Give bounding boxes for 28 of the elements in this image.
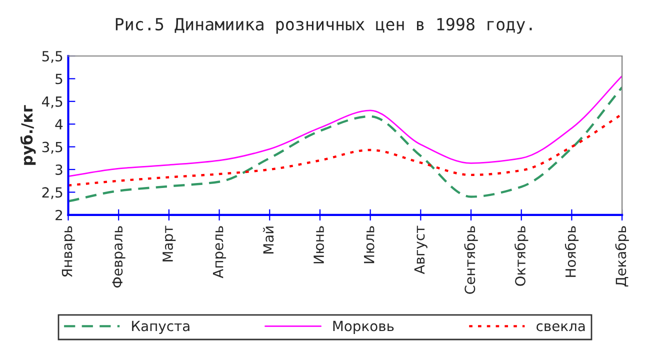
x-tick-label: Декабрь	[615, 226, 629, 286]
line-series	[68, 75, 622, 178]
x-tick-label: Февраль	[112, 226, 126, 288]
legend-label: свекла	[536, 323, 585, 332]
y-tick-label: 4,5	[42, 96, 62, 108]
x-tick-label: Июль	[364, 226, 374, 264]
x-tick-label: Август	[414, 226, 428, 274]
legend-label: Морковь	[333, 320, 394, 334]
line-series	[68, 113, 622, 186]
y-axis-title: руб./кг	[20, 105, 36, 165]
x-tick-label: Ноябрь	[564, 226, 579, 277]
y-tick-label: 3,5	[42, 142, 62, 154]
x-tick-label: Апрель	[212, 226, 226, 278]
line-series	[68, 86, 622, 202]
x-tick-label: Октябрь	[514, 226, 528, 286]
y-tick-label: 5	[56, 74, 62, 84]
legend-label: Капуста	[132, 320, 190, 334]
y-tick-label: 3	[56, 164, 62, 175]
x-tick-label: Январь	[62, 226, 75, 277]
chart-title: Рис.5 Динамиика розничных цен в 1998 году.	[116, 18, 532, 34]
x-tick-label: Сентябрь	[464, 226, 478, 294]
x-tick-label: Июнь	[314, 226, 324, 264]
y-tick-label: 2	[56, 210, 62, 220]
y-tick-label: 2,5	[42, 187, 62, 200]
y-tick-label: 5,5	[42, 51, 62, 63]
x-tick-label: Май	[262, 226, 274, 254]
x-tick-label: Март	[162, 226, 176, 262]
y-tick-label: 4	[55, 119, 63, 130]
